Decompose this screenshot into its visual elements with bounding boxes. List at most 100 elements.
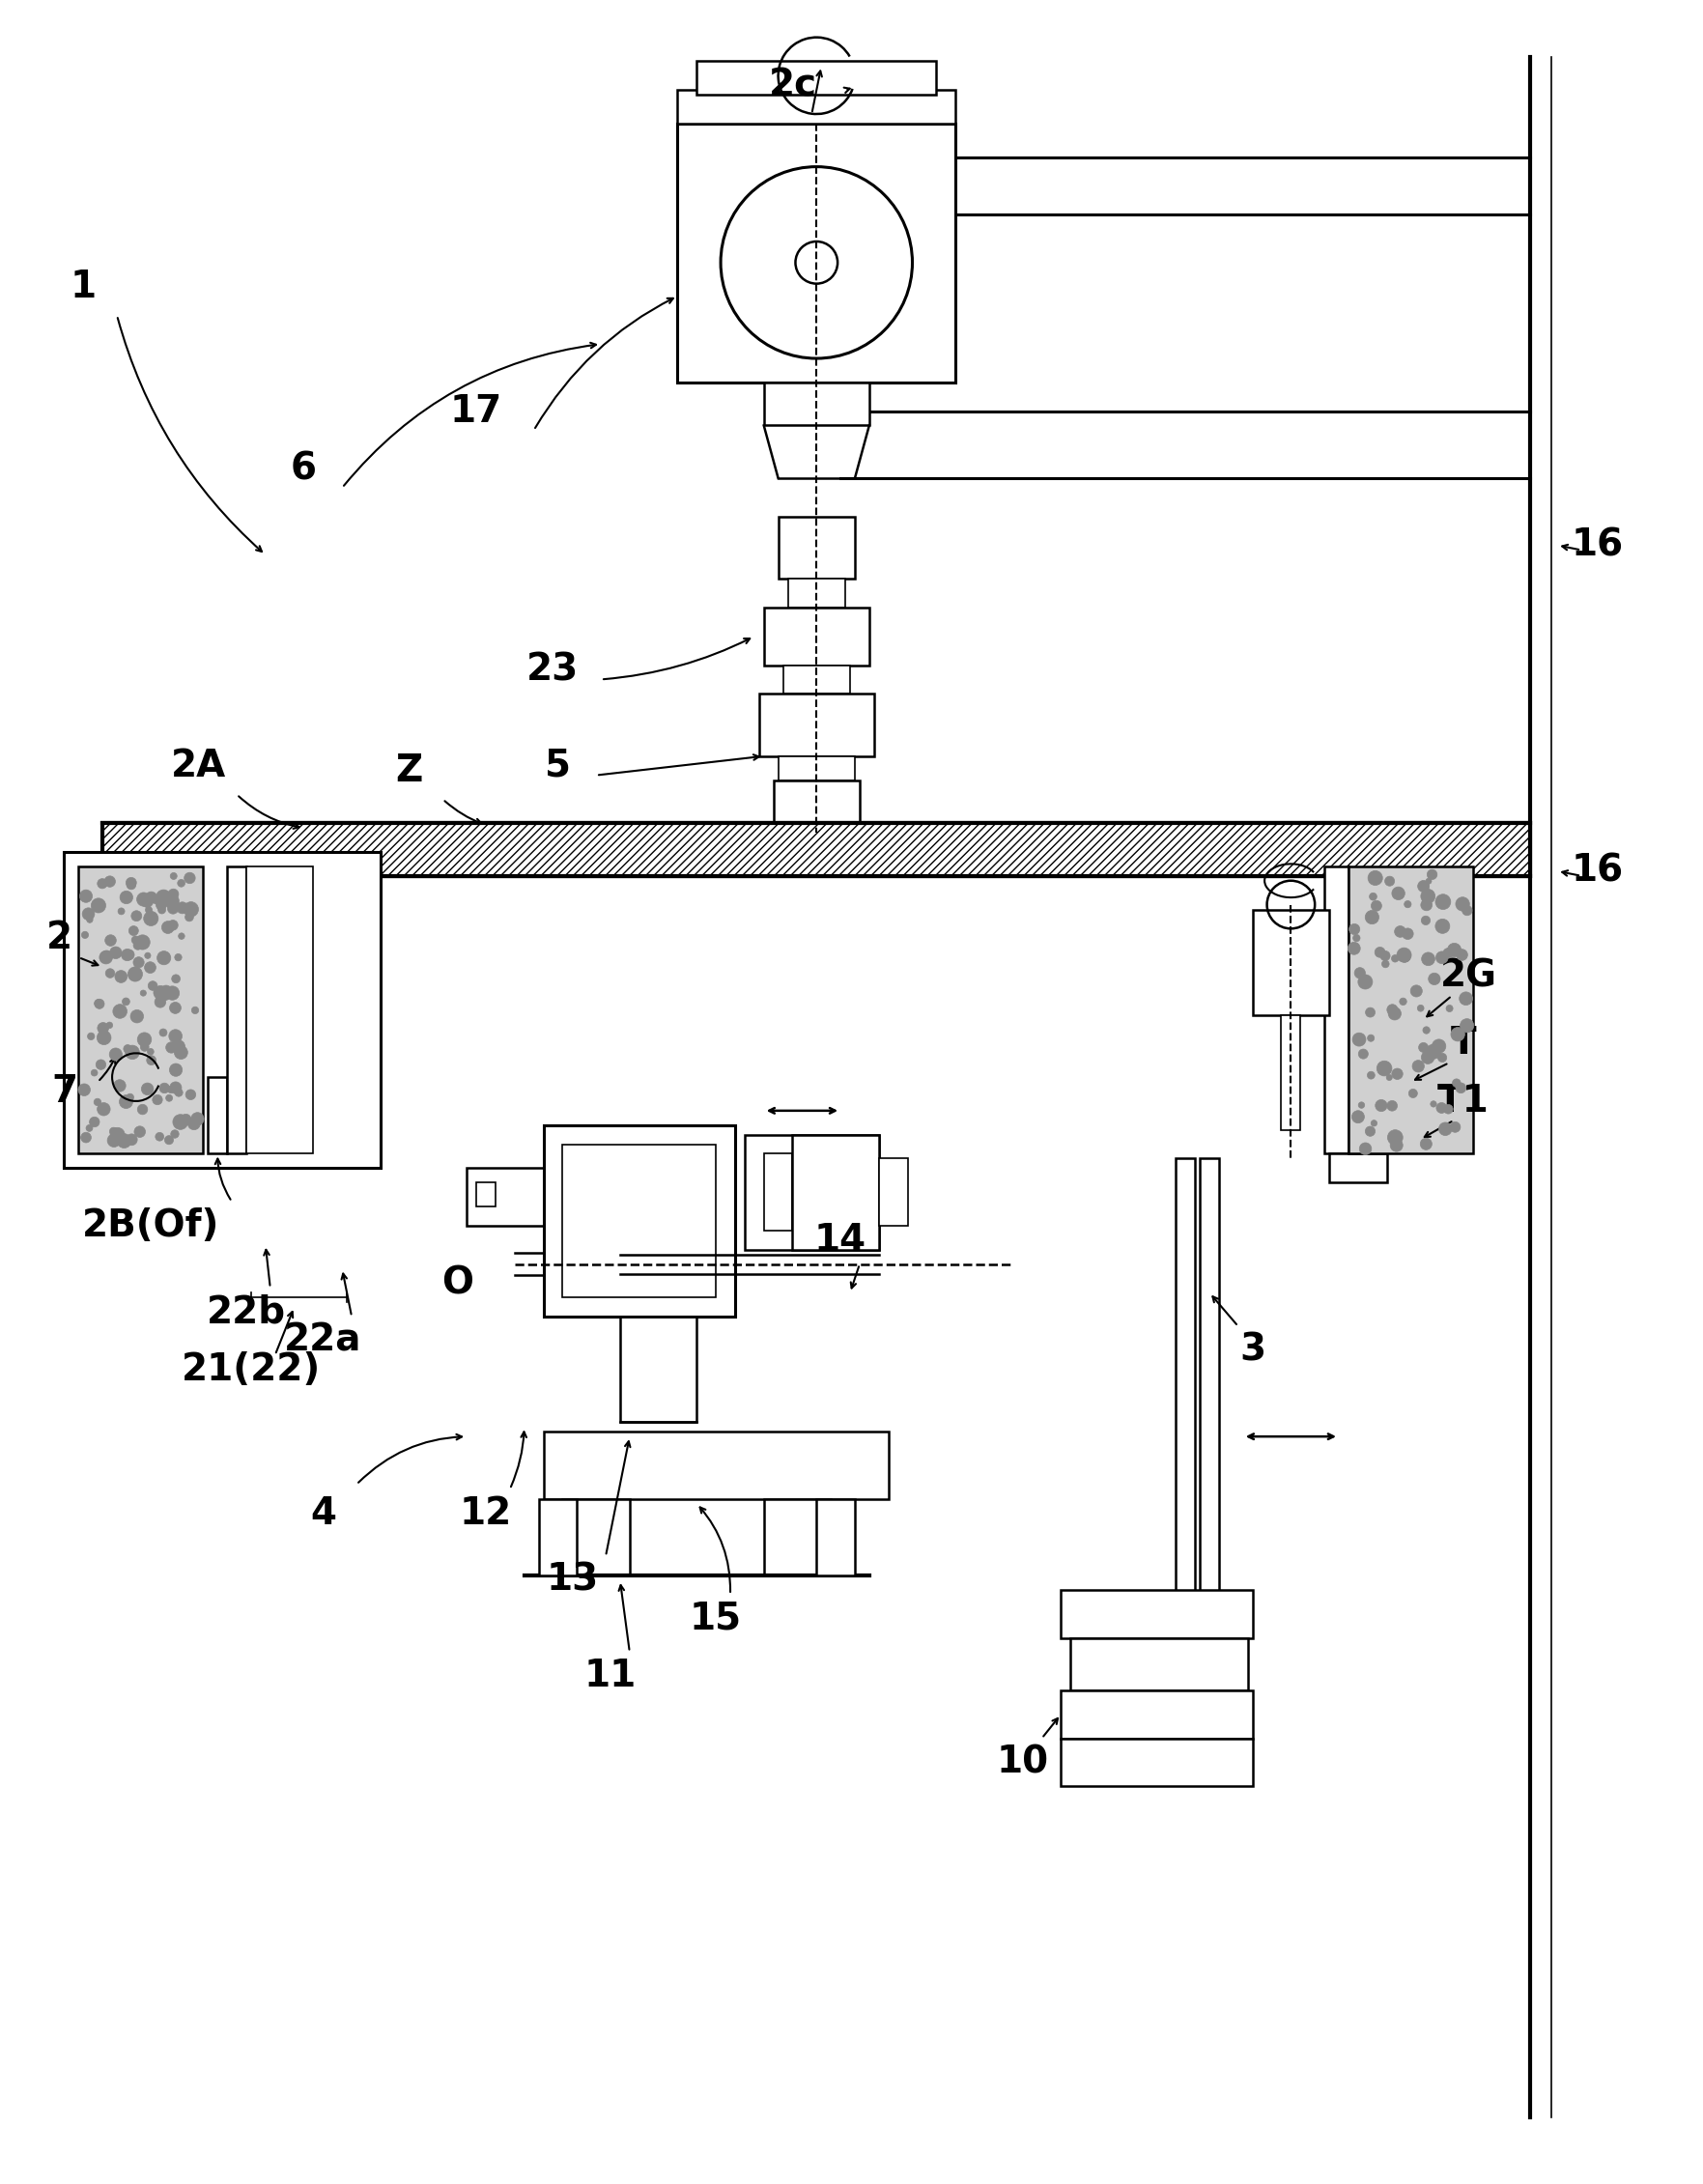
Circle shape [1369, 893, 1376, 900]
Circle shape [141, 1083, 153, 1094]
Circle shape [1349, 924, 1359, 935]
Circle shape [104, 876, 116, 887]
Bar [778, 518, 855, 579]
Circle shape [169, 889, 179, 900]
Circle shape [1442, 948, 1453, 959]
Circle shape [1437, 1053, 1448, 1061]
Circle shape [133, 957, 145, 968]
Circle shape [116, 1131, 124, 1140]
Circle shape [1354, 968, 1366, 978]
Bar [65, 852, 380, 1168]
Circle shape [1453, 1079, 1461, 1088]
Circle shape [89, 1116, 99, 1127]
Circle shape [1420, 1138, 1432, 1149]
Circle shape [126, 878, 136, 889]
Circle shape [165, 987, 179, 1000]
Circle shape [87, 1033, 95, 1040]
Bar [208, 1077, 226, 1153]
Circle shape [170, 874, 177, 880]
Circle shape [165, 893, 179, 909]
Circle shape [95, 1059, 106, 1070]
Circle shape [170, 1081, 182, 1094]
Text: 23: 23 [526, 651, 579, 688]
Circle shape [162, 992, 170, 1000]
Circle shape [1425, 878, 1432, 885]
Bar [467, 1168, 562, 1225]
Bar [562, 1498, 630, 1575]
Bar [1330, 1153, 1386, 1182]
Circle shape [1396, 948, 1412, 963]
Text: 13: 13 [547, 1562, 598, 1599]
Circle shape [157, 950, 170, 965]
Circle shape [1449, 1123, 1461, 1131]
Circle shape [124, 950, 135, 961]
Circle shape [1366, 911, 1379, 924]
Circle shape [153, 898, 160, 904]
Circle shape [129, 926, 138, 935]
Bar [1253, 909, 1330, 1016]
Circle shape [92, 898, 106, 913]
Circle shape [155, 1133, 163, 1140]
Text: 16: 16 [1572, 852, 1623, 889]
Circle shape [119, 1094, 133, 1109]
Circle shape [172, 1040, 186, 1053]
Circle shape [157, 889, 170, 904]
Circle shape [1398, 950, 1410, 963]
Circle shape [177, 880, 186, 887]
Bar [477, 1182, 496, 1206]
Text: 11: 11 [584, 1658, 637, 1695]
Bar [773, 780, 860, 823]
Circle shape [131, 911, 141, 922]
Text: 10: 10 [996, 1745, 1049, 1780]
Circle shape [1412, 1059, 1424, 1072]
Bar [783, 666, 850, 695]
Circle shape [167, 902, 179, 913]
Circle shape [95, 998, 104, 1009]
Circle shape [1439, 1123, 1453, 1136]
Text: 2G: 2G [1439, 959, 1497, 996]
Bar [78, 867, 203, 1153]
Circle shape [82, 930, 89, 939]
Circle shape [1388, 1129, 1403, 1144]
Circle shape [177, 902, 187, 913]
Circle shape [1459, 992, 1473, 1005]
Circle shape [111, 1127, 124, 1142]
Circle shape [1456, 1083, 1466, 1094]
Text: 16: 16 [1572, 526, 1623, 563]
Circle shape [1352, 935, 1361, 941]
Circle shape [1391, 954, 1398, 963]
Circle shape [1405, 900, 1412, 909]
Circle shape [1408, 1090, 1417, 1099]
Circle shape [795, 242, 838, 284]
Circle shape [1420, 900, 1432, 911]
Circle shape [167, 1085, 174, 1092]
Circle shape [106, 970, 114, 978]
Circle shape [1417, 880, 1429, 891]
Circle shape [172, 1114, 187, 1129]
Bar [678, 90, 955, 124]
Circle shape [1422, 952, 1436, 965]
Circle shape [1347, 941, 1361, 954]
Circle shape [1359, 1048, 1368, 1059]
Circle shape [1420, 889, 1436, 904]
Circle shape [1456, 898, 1470, 911]
Text: T: T [1451, 1024, 1477, 1061]
Circle shape [1446, 1005, 1453, 1011]
Circle shape [1400, 998, 1407, 1005]
Circle shape [1368, 1035, 1374, 1042]
Circle shape [155, 996, 165, 1007]
Circle shape [179, 933, 184, 939]
Circle shape [97, 1022, 109, 1033]
Circle shape [109, 1127, 118, 1136]
Circle shape [1463, 906, 1471, 915]
Circle shape [1432, 1040, 1446, 1053]
Circle shape [135, 935, 150, 950]
Circle shape [121, 891, 128, 900]
Bar [788, 579, 845, 607]
Circle shape [1359, 1142, 1371, 1155]
Circle shape [148, 981, 157, 989]
Circle shape [1459, 1018, 1473, 1033]
Circle shape [1402, 928, 1413, 939]
Bar [697, 61, 937, 94]
Circle shape [145, 952, 150, 959]
